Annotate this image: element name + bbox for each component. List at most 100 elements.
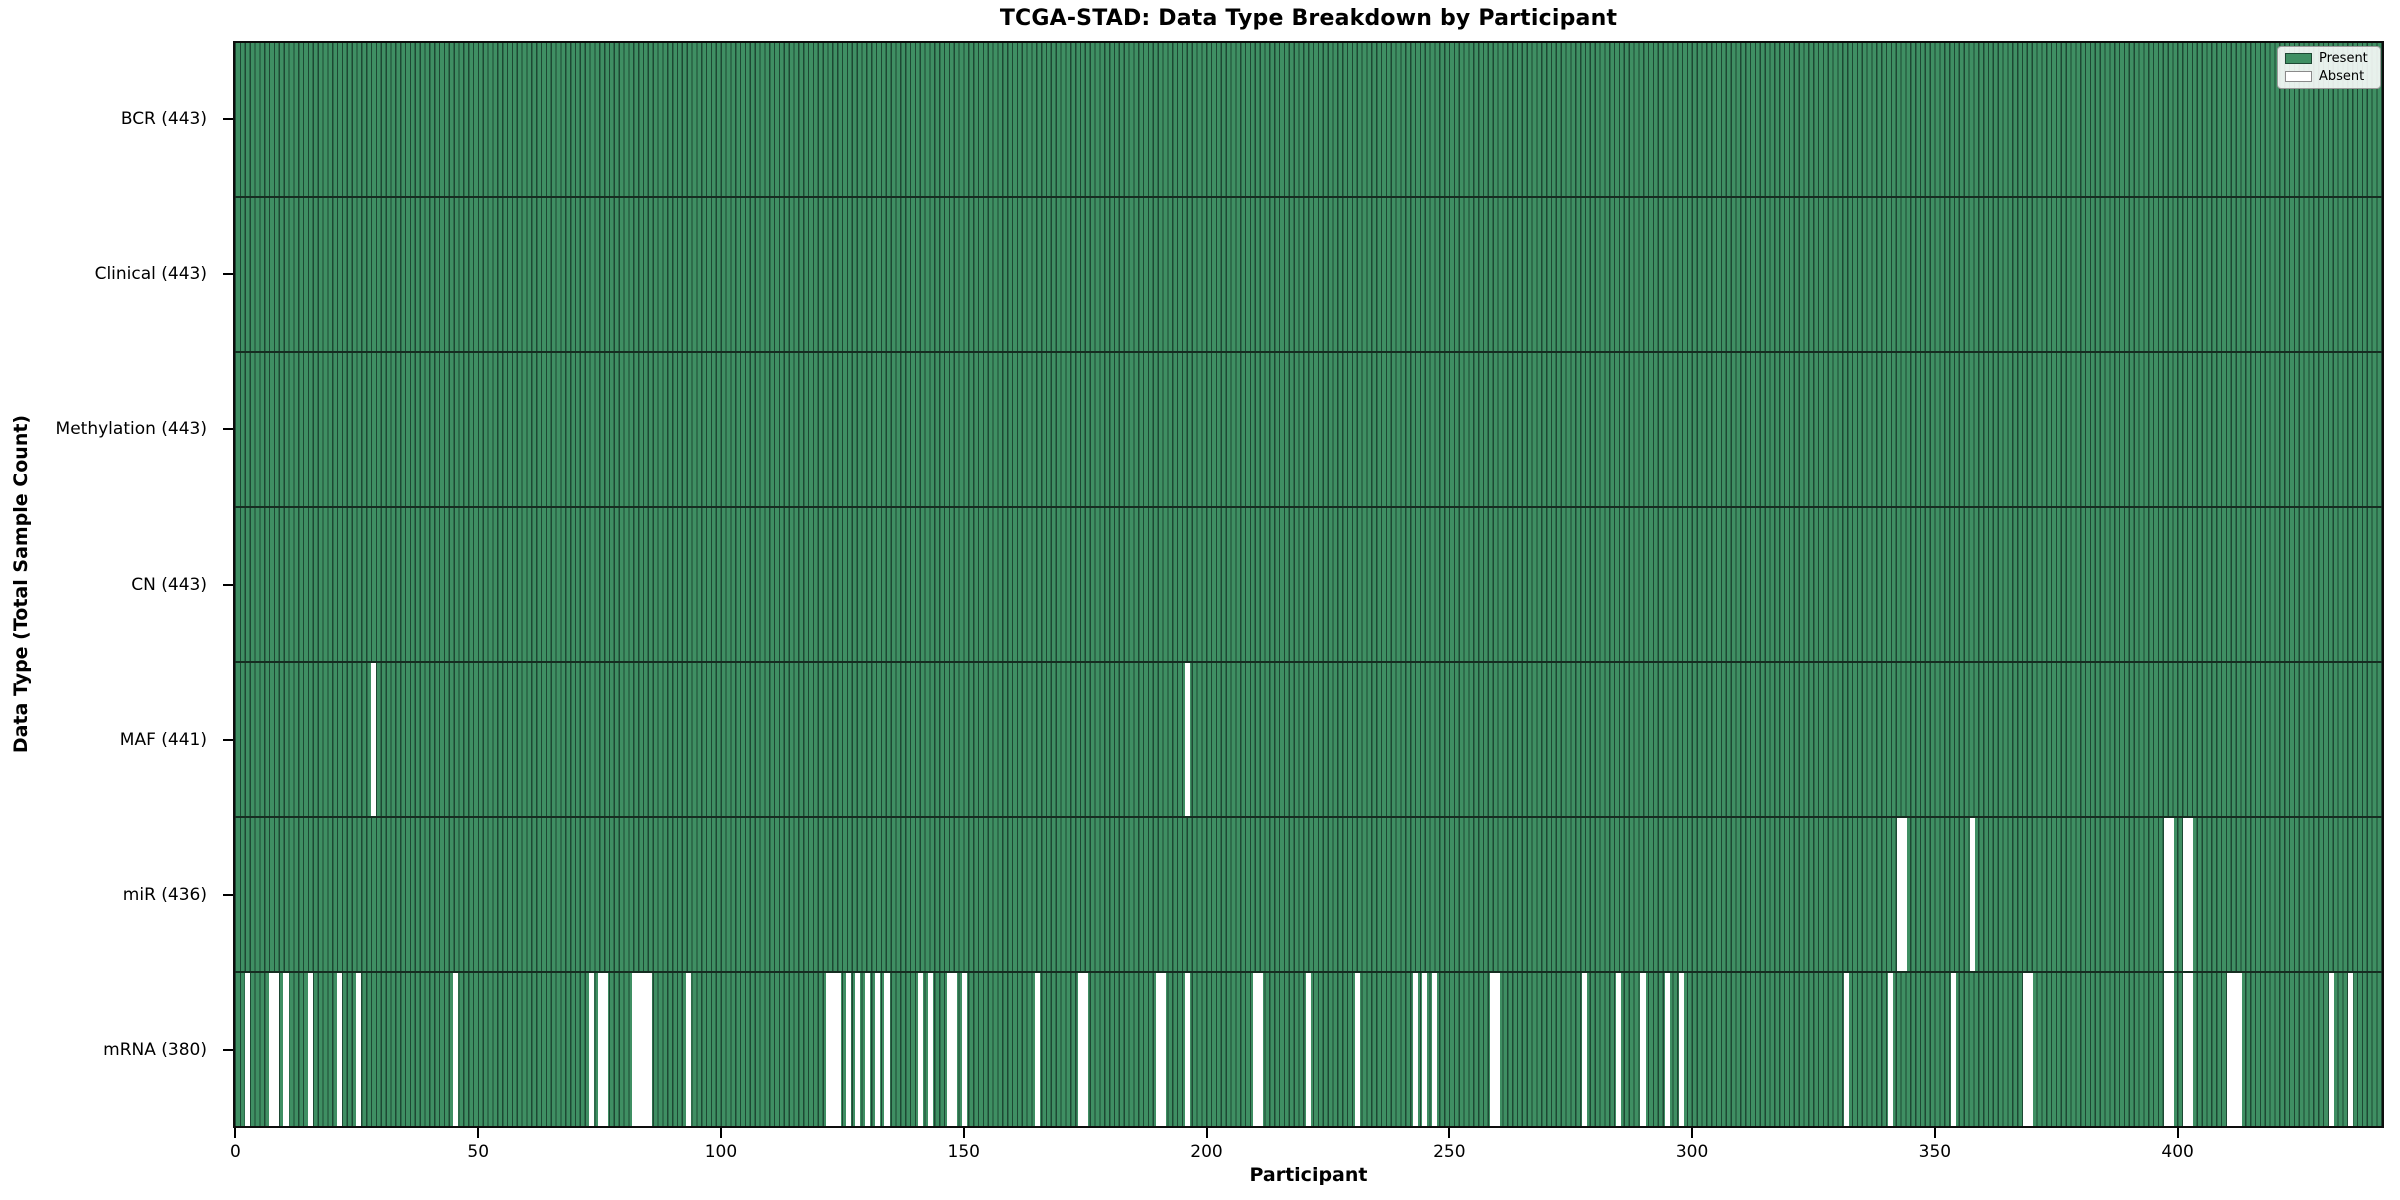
absent-stripe xyxy=(1844,973,1850,1126)
y-label-CN: CN (443) xyxy=(131,574,207,595)
absent-stripe xyxy=(928,973,934,1126)
x-tick-label: 100 xyxy=(704,1142,738,1162)
x-tick-mark xyxy=(1933,1128,1936,1138)
absent-stripe xyxy=(1950,973,1956,1126)
absent-stripe xyxy=(952,973,958,1126)
x-tick-mark xyxy=(1448,1128,1451,1138)
absent-stripe xyxy=(1887,973,1893,1126)
absent-stripe xyxy=(1078,973,1084,1126)
absent-stripe xyxy=(2348,973,2354,1126)
x-tick-label: 50 xyxy=(467,1142,490,1162)
absent-stripe xyxy=(2231,973,2237,1126)
absent-stripe xyxy=(1034,973,1040,1126)
absent-stripe xyxy=(2163,973,2169,1126)
absent-stripe xyxy=(1184,973,1190,1126)
y-tick-marks xyxy=(223,41,233,1128)
absent-stripe xyxy=(637,973,643,1126)
x-tick-mark xyxy=(719,1128,722,1138)
legend-label-absent: Absent xyxy=(2319,69,2365,84)
absent-stripe xyxy=(2163,818,2169,971)
absent-stripe xyxy=(1257,973,1263,1126)
absent-stripe xyxy=(598,973,604,1126)
x-axis: 0 50 100 150 200 250 300 350 400 xyxy=(230,1128,2384,1178)
absent-stripe xyxy=(2168,818,2174,971)
absent-stripe xyxy=(2226,973,2232,1126)
x-tick-label: 150 xyxy=(947,1142,980,1162)
row-CN xyxy=(235,506,2382,661)
y-tick-mark xyxy=(223,272,233,275)
legend: Present Absent xyxy=(2277,46,2381,89)
x-tick-label: 300 xyxy=(1675,1142,1709,1162)
absent-stripe xyxy=(453,973,459,1126)
absent-stripe xyxy=(1616,973,1622,1126)
x-tick-mark xyxy=(477,1128,480,1138)
x-tick-label: 350 xyxy=(1918,1142,1952,1162)
y-tick-mark xyxy=(223,1049,233,1052)
absent-stripe xyxy=(307,973,313,1126)
y-label-MAF: MAF (441) xyxy=(119,729,207,750)
absent-stripe xyxy=(1252,973,1258,1126)
absent-stripe xyxy=(918,973,924,1126)
x-tick-label: 200 xyxy=(1190,1142,1223,1162)
absent-stripe xyxy=(874,973,880,1126)
absent-stripe xyxy=(947,973,953,1126)
absent-stripe xyxy=(2328,973,2334,1126)
absent-stripe xyxy=(831,973,837,1126)
legend-item-absent: Absent xyxy=(2285,70,2373,83)
absent-stripe xyxy=(1582,973,1588,1126)
absent-stripe xyxy=(685,973,691,1126)
row-MAF xyxy=(235,661,2382,816)
absent-stripe xyxy=(268,973,274,1126)
absent-stripe xyxy=(2023,973,2029,1126)
x-tick-mark xyxy=(1691,1128,1694,1138)
absent-stripe xyxy=(2168,973,2174,1126)
absent-stripe xyxy=(2183,973,2189,1126)
y-tick-mark xyxy=(223,428,233,431)
x-tick-label: 0 xyxy=(230,1142,241,1162)
absent-stripe xyxy=(370,663,376,816)
x-tick-mark xyxy=(1205,1128,1208,1138)
x-tick-mark xyxy=(2176,1128,2179,1138)
absent-stripe xyxy=(1640,973,1646,1126)
x-tick-mark xyxy=(962,1128,965,1138)
x-tick-label: 250 xyxy=(1433,1142,1466,1162)
chart-title: TCGA-STAD: Data Type Breakdown by Partic… xyxy=(999,6,1618,31)
row-miR xyxy=(235,816,2382,971)
absent-stripe xyxy=(855,973,861,1126)
absent-stripe xyxy=(1490,973,1496,1126)
absent-stripe xyxy=(1155,973,1161,1126)
absent-stripe xyxy=(588,973,594,1126)
absent-stripe xyxy=(1970,818,1976,971)
absent-stripe xyxy=(1495,973,1501,1126)
plot-area xyxy=(233,41,2384,1128)
absent-stripe xyxy=(603,973,609,1126)
absent-stripe xyxy=(1354,973,1360,1126)
absent-stripe xyxy=(2028,973,2034,1126)
y-label-mRNA: mRNA (380) xyxy=(103,1040,207,1061)
y-tick-mark xyxy=(223,894,233,897)
absent-stripe xyxy=(826,973,832,1126)
absent-stripe xyxy=(835,973,842,1126)
absent-stripe xyxy=(2183,818,2189,971)
x-axis-title: Participant xyxy=(1249,1164,1368,1186)
absent-swatch xyxy=(2285,71,2312,82)
y-tick-labels: BCR (443) Clinical (443) Methylation (443)… xyxy=(0,41,223,1128)
absent-stripe xyxy=(1306,973,1312,1126)
row-BCR xyxy=(235,43,2382,196)
absent-stripe xyxy=(1184,663,1190,816)
legend-item-present: Present xyxy=(2285,52,2373,65)
x-tick-mark xyxy=(234,1128,237,1138)
absent-stripe xyxy=(1902,818,1908,971)
y-label-BCR: BCR (443) xyxy=(120,108,207,129)
absent-stripe xyxy=(1422,973,1428,1126)
row-mRNA xyxy=(235,971,2382,1126)
y-tick-mark xyxy=(223,738,233,741)
absent-stripe xyxy=(273,973,279,1126)
absent-stripe xyxy=(2236,973,2242,1126)
absent-stripe xyxy=(1083,973,1089,1126)
absent-stripe xyxy=(356,973,362,1126)
absent-stripe xyxy=(845,973,851,1126)
absent-stripe xyxy=(961,973,968,1126)
absent-stripe xyxy=(884,973,890,1126)
